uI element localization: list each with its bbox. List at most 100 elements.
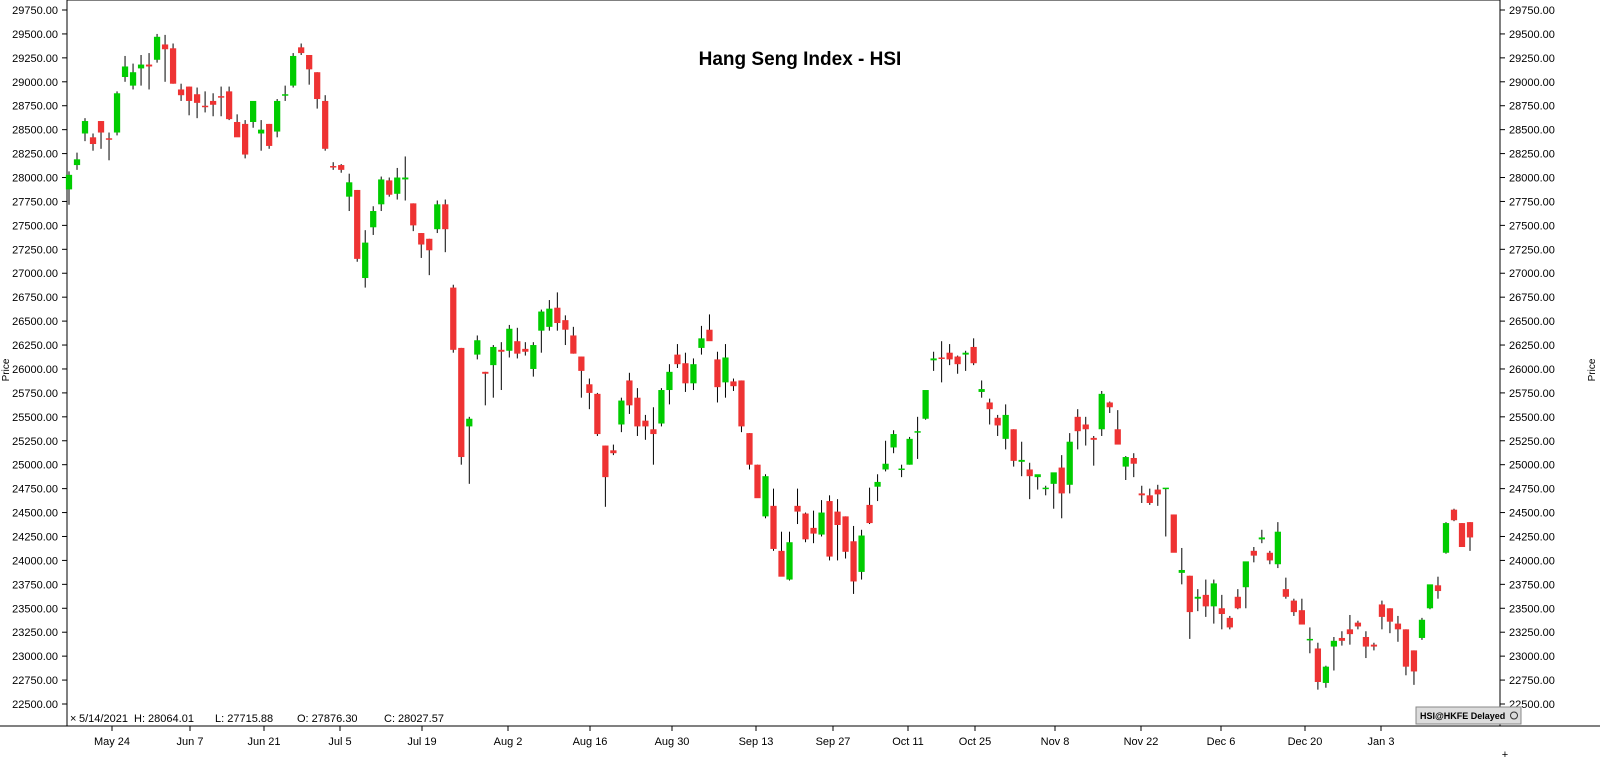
x-tick-label: Jun 21 [247,736,280,748]
candle-body-down [1346,629,1354,635]
y-tick-label-right: 24000.00 [1509,555,1555,567]
candle-body-down [586,384,593,393]
candle-body-down [842,516,849,552]
y-tick-label-left: 27000.00 [12,268,58,280]
candle-body-down [826,501,833,557]
y-tick-label-right: 23000.00 [1509,651,1555,663]
candle-body-up [1098,393,1105,430]
candle-body-up [137,64,145,69]
candle-body-down [1138,493,1145,496]
candle-body-down [986,402,993,410]
candle-body-up [882,463,889,470]
y-tick-label-right: 28250.00 [1509,149,1555,161]
candle-body-down [866,504,873,524]
candle-body-down [209,100,217,105]
candle-body-down [306,54,313,70]
y-tick-label-left: 22750.00 [12,675,58,687]
candle-body-down [89,137,97,145]
y-tick-label-left: 26250.00 [12,340,58,352]
candle-body-down [458,347,465,458]
candle-body-down [498,349,505,352]
candle-body-up [1162,487,1169,490]
candle-body-up [490,346,497,366]
source-badge-label: HSI@HKFE Delayed [1420,711,1505,721]
y-tick-label-right: 27500.00 [1509,220,1555,232]
candle-body-down [1026,469,1033,477]
candle-body-down [1434,585,1442,592]
candle-body-up [1066,441,1073,485]
x-tick-label: Aug 2 [494,736,523,748]
candle-body-down [802,513,809,540]
candle-body-down [418,233,425,245]
candle-body-down [1282,589,1289,597]
candle-body-up [914,431,921,433]
source-badge: HSI@HKFE Delayed [1415,706,1522,725]
x-tick-label: Aug 30 [655,736,690,748]
candle-body-up [1034,474,1041,478]
candle-body-up [762,476,769,517]
candle-body-down [1370,644,1378,647]
y-tick-label-right: 23250.00 [1509,627,1555,639]
candle-body-up [922,390,929,419]
candle-body-down [322,100,329,149]
candle-body-up [1018,459,1025,462]
scroll-right-icon[interactable]: + [1502,749,1508,761]
candle-body-up [65,174,73,190]
y-tick-label-right: 22750.00 [1509,675,1555,687]
candle-body-up [362,242,369,279]
candle-body-down [810,527,817,534]
candle-body-down [330,166,337,168]
candle-body-down [1114,429,1121,445]
candle-body-up [506,328,513,351]
y-tick-label-right: 26500.00 [1509,316,1555,328]
readout-marker-icon: × [70,713,76,725]
candle-body-down [225,91,233,120]
y-tick-label-right: 28750.00 [1509,101,1555,113]
x-tick-label: Nov 8 [1041,736,1070,748]
candle-body-up [129,72,137,86]
candle-body-down [578,356,585,371]
candle-body-up [658,390,665,424]
candle-body-down [1202,594,1209,607]
candle-body-up [978,389,985,392]
candle-body-up [1426,584,1434,609]
candle-body-up [874,481,881,487]
candle-body-up [1210,583,1217,607]
y-tick-label-right: 23750.00 [1509,579,1555,591]
candle-body-up [258,129,265,134]
candle-body-down [482,371,489,374]
candle-body-up [546,308,553,327]
candle-body-up [930,358,937,361]
candle-body-up [786,542,793,580]
y-tick-label-right: 26750.00 [1509,292,1555,304]
candle-body-down [1290,600,1297,613]
candle-body-up [818,512,825,535]
candle-body-up [1258,537,1265,540]
candle-body-down [706,329,713,342]
candle-body-up [250,100,257,122]
y-tick-label-left: 28250.00 [12,149,58,161]
candle-body-up [1306,638,1314,641]
candle-body-up [1002,414,1009,439]
candle-body-down [522,348,529,352]
candle-body-down [1458,523,1466,548]
candle-body-down [1378,604,1386,617]
candle-body-down [730,381,737,387]
candle-body-down [145,64,153,67]
candle-body-up [1050,472,1057,484]
candle-body-up [890,434,897,448]
candle-body-down [602,445,609,478]
candle-body-down [1338,637,1346,641]
x-tick-label: Nov 22 [1124,736,1159,748]
readout-low: L: 27715.88 [215,713,273,725]
candle-body-down [1402,629,1410,667]
candle-body-down [946,352,953,360]
y-tick-label-right: 27750.00 [1509,196,1555,208]
y-tick-label-left: 29000.00 [12,77,58,89]
y-tick-label-right: 26250.00 [1509,340,1555,352]
y-tick-label-left: 23250.00 [12,627,58,639]
y-tick-label-left: 23750.00 [12,579,58,591]
candle-body-down [193,94,201,103]
candle-body-down [1298,610,1306,625]
